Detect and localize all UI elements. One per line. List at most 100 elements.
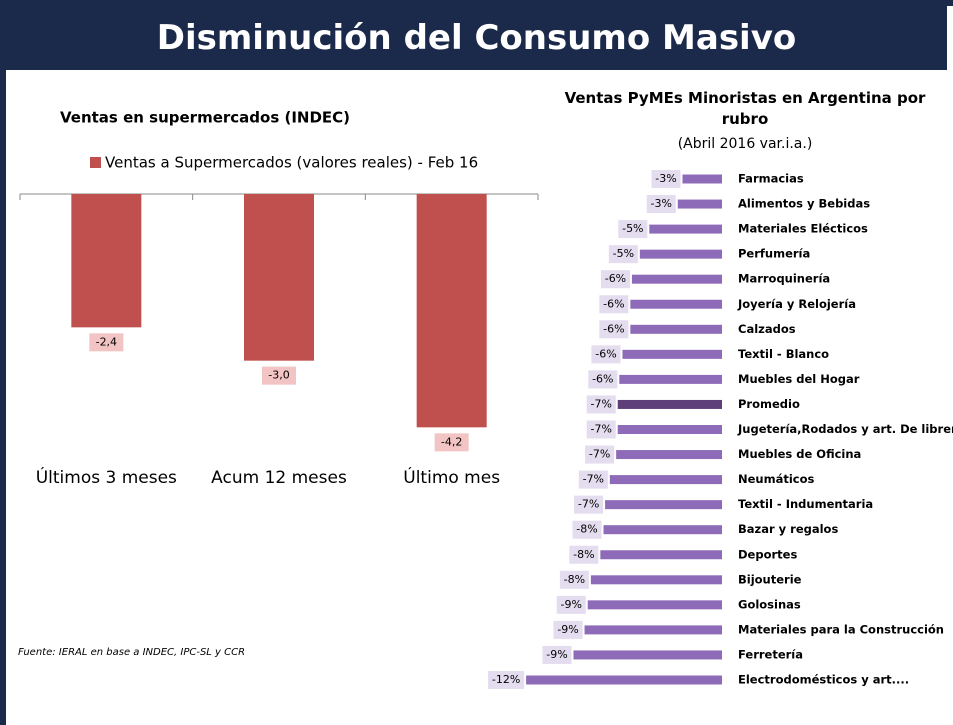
chart-subtitle: (Abril 2016 var.i.a.): [677, 136, 813, 152]
bar: [244, 194, 314, 361]
value-label: -6%: [595, 347, 616, 360]
chart-title: Ventas en supermercados (INDEC): [60, 109, 350, 127]
bar: [622, 349, 722, 359]
page-title: Disminución del Consumo Masivo: [6, 6, 947, 70]
value-label: -6%: [592, 372, 613, 385]
bar: [630, 324, 722, 334]
value-label-box: [556, 595, 586, 614]
value-label: -7%: [589, 448, 610, 461]
source-note: Fuente: IERAL en base a INDEC, IPC-SL y …: [18, 647, 245, 658]
value-label-box: [586, 420, 616, 439]
value-label: -8%: [576, 523, 597, 536]
value-label-box: [578, 470, 608, 489]
value-label: -8%: [573, 548, 594, 561]
category-label: Muebles del Hogar: [738, 372, 860, 386]
category-label: Materiales para la Construcción: [738, 622, 944, 636]
category-label: Ferretería: [738, 647, 803, 661]
bar: [590, 575, 722, 585]
value-label: -7%: [583, 473, 604, 486]
bar: [584, 625, 722, 635]
category-label: Muebles de Oficina: [738, 447, 861, 461]
category-label: Neumáticos: [738, 472, 815, 486]
category-label: Electrodomésticos y art....: [738, 673, 909, 687]
bar: [649, 224, 722, 234]
value-label-box: [89, 333, 124, 352]
bar: [617, 399, 722, 409]
legend-label: Ventas a Supermercados (valores reales) …: [105, 154, 478, 172]
value-label: -5%: [622, 222, 643, 235]
value-label: -9%: [560, 598, 581, 611]
category-label: Bijouterie: [738, 572, 802, 586]
bar: [416, 194, 487, 428]
bar: [682, 174, 722, 184]
category-label: Promedio: [738, 397, 800, 411]
value-label-box: [586, 395, 616, 414]
category-label: Deportes: [738, 547, 797, 561]
value-label-box: [572, 520, 602, 539]
bar: [639, 249, 722, 259]
value-label-box: [600, 270, 630, 289]
value-label: -4,2: [441, 435, 462, 448]
x-tick-label: Últimos 3 meses: [36, 466, 177, 488]
bar: [619, 374, 722, 384]
category-label: Calzados: [738, 322, 796, 336]
bar: [600, 550, 722, 560]
category-label: Bazar y regalos: [738, 522, 838, 536]
value-label-box: [559, 570, 589, 589]
bar: [71, 194, 142, 328]
value-label: -12%: [492, 673, 520, 686]
value-label-box: [651, 170, 681, 188]
value-label-box: [599, 295, 629, 314]
category-label: Farmacias: [738, 172, 804, 186]
value-label: -9%: [546, 648, 567, 661]
value-label: -3%: [651, 197, 672, 210]
x-tick-label: Último mes: [403, 466, 500, 488]
value-label-box: [618, 220, 648, 239]
value-label: -3,0: [268, 369, 289, 382]
bar: [587, 600, 722, 610]
category-label: Joyería y Relojería: [737, 297, 856, 311]
value-label: -2,4: [96, 335, 117, 348]
bar: [573, 650, 722, 660]
bar: [609, 475, 722, 485]
value-label-box: [553, 620, 583, 639]
value-label-box: [599, 320, 629, 339]
category-label: Textil - Indumentaria: [738, 497, 873, 511]
bar: [617, 425, 722, 434]
bar: [677, 199, 722, 209]
value-label-box: [574, 495, 604, 514]
category-label: Perfumería: [738, 247, 810, 261]
value-label: -7%: [591, 423, 612, 436]
bar: [603, 525, 722, 535]
value-label-box: [569, 545, 599, 564]
legend-swatch: [90, 157, 101, 168]
value-label: -7%: [591, 397, 612, 410]
bar: [631, 274, 722, 284]
category-label: Marroquinería: [738, 272, 830, 286]
value-label: -5%: [613, 247, 634, 260]
category-label: Textil - Blanco: [738, 347, 829, 361]
value-label: -8%: [564, 573, 585, 586]
category-label: Materiales Elécticos: [738, 222, 868, 236]
x-tick-label: Acum 12 meses: [211, 468, 347, 488]
value-label-box: [488, 671, 525, 689]
bar: [630, 299, 722, 309]
value-label: -6%: [605, 272, 626, 285]
category-label: Alimentos y Bebidas: [738, 197, 870, 211]
value-label: -6%: [603, 297, 624, 310]
bar: [616, 450, 722, 460]
category-label: Golosinas: [738, 597, 801, 611]
bar: [605, 500, 722, 510]
category-label: Jugetería,Rodados y art. De librería: [737, 422, 953, 436]
bar: [526, 675, 722, 685]
value-label-box: [434, 433, 469, 452]
value-label-box: [588, 370, 618, 389]
value-label-box: [608, 245, 638, 264]
value-label-box: [262, 366, 296, 385]
value-label-box: [542, 645, 572, 664]
value-label: -6%: [603, 322, 624, 335]
chart-title: Ventas PyMEs Minoristas en Argentina por…: [564, 89, 926, 128]
